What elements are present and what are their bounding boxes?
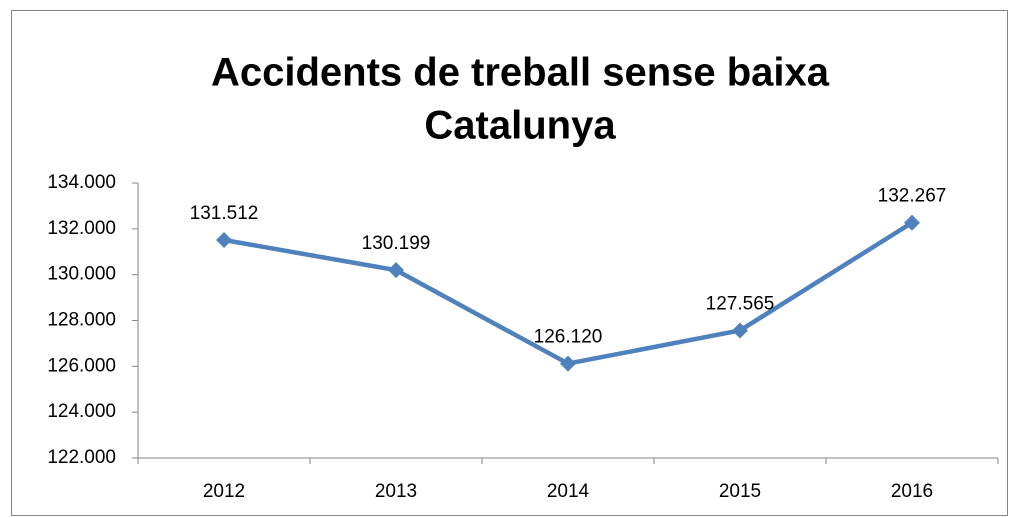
data-label: 126.120 bbox=[534, 327, 603, 348]
y-tick-label: 132.000 bbox=[47, 218, 116, 239]
y-tick-label: 122.000 bbox=[47, 447, 116, 468]
y-tick-label: 130.000 bbox=[47, 264, 116, 285]
x-tick-label: 2012 bbox=[203, 481, 245, 502]
x-tick-label: 2013 bbox=[375, 481, 417, 502]
data-point bbox=[732, 322, 748, 339]
data-label: 127.565 bbox=[706, 293, 775, 314]
data-label: 130.199 bbox=[362, 233, 431, 254]
y-tick-label: 134.000 bbox=[47, 172, 116, 193]
y-tick-label: 124.000 bbox=[47, 401, 116, 422]
x-tick-label: 2016 bbox=[891, 481, 933, 502]
data-label: 132.267 bbox=[878, 186, 947, 207]
data-point bbox=[560, 355, 576, 372]
data-label: 131.512 bbox=[190, 203, 259, 224]
chart-frame bbox=[11, 10, 1008, 516]
x-tick-label: 2015 bbox=[719, 481, 761, 502]
data-point bbox=[904, 214, 920, 231]
y-tick-label: 128.000 bbox=[47, 310, 116, 331]
data-point bbox=[388, 262, 404, 279]
x-tick-label: 2014 bbox=[547, 481, 590, 502]
data-point bbox=[216, 232, 232, 249]
y-tick-label: 126.000 bbox=[47, 355, 116, 376]
chart-title: Catalunya bbox=[424, 104, 616, 148]
chart-title: Accidents de treball sense baixa bbox=[211, 51, 830, 95]
